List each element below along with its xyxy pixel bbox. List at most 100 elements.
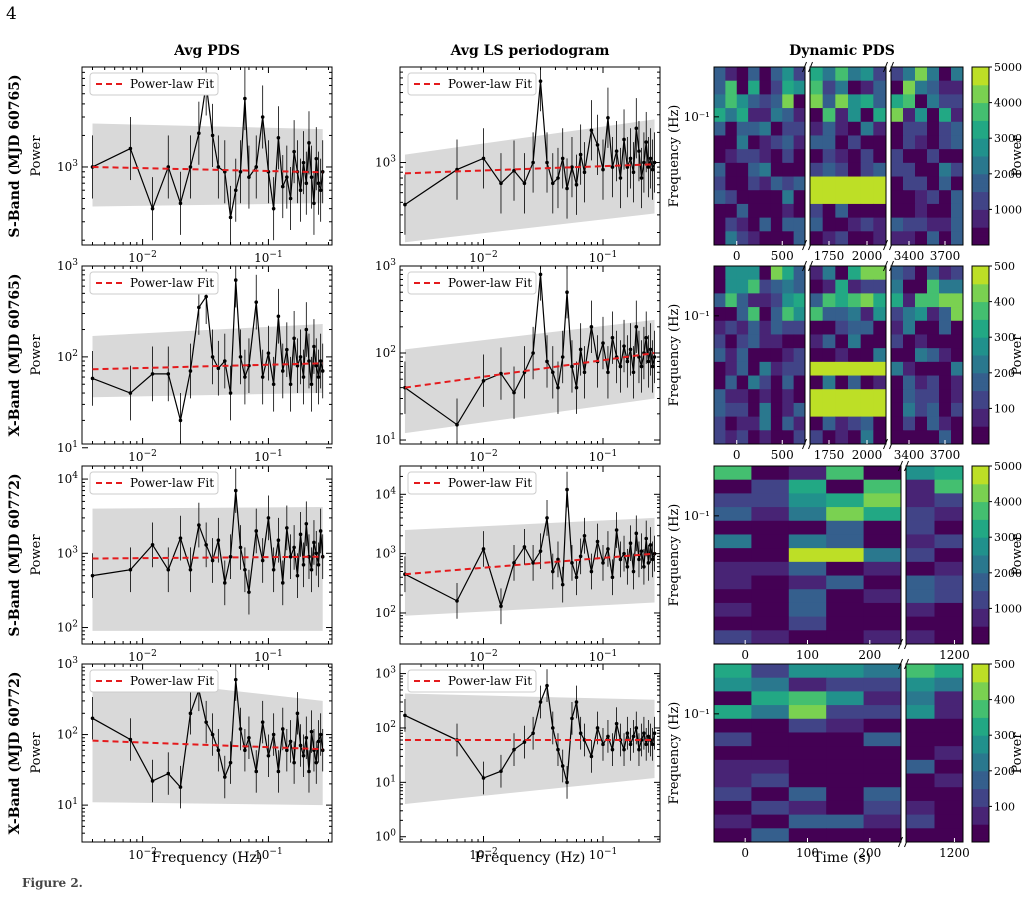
heatmap-cell: [863, 677, 902, 692]
heatmap-cell: [915, 67, 928, 82]
heatmap-cell: [860, 67, 874, 82]
heatmap-cell: [927, 80, 940, 95]
heatmap-cell: [939, 121, 952, 136]
heatmap-cell: [927, 231, 940, 246]
heatmap-cell: [714, 389, 726, 404]
data-point: [276, 314, 281, 319]
colorbar-segment: [972, 191, 989, 197]
heatmap-cell: [714, 279, 726, 294]
heatmap-cell: [891, 67, 904, 82]
data-point: [266, 351, 271, 355]
heatmap-cell: [822, 416, 836, 431]
data-point: [538, 272, 543, 277]
data-point: [128, 567, 133, 572]
heatmap-cell: [759, 149, 772, 164]
heatmap-cell: [951, 348, 964, 363]
data-point: [618, 176, 623, 180]
data-point: [318, 359, 323, 363]
heatmap-cell: [714, 705, 752, 720]
heatmap-cell: [927, 416, 940, 431]
line-panel-2-1: Power-law Fit: [81, 265, 333, 449]
x-tick-label: 10−1: [254, 250, 283, 265]
heatmap-cell: [826, 732, 865, 747]
x-tick-label: 2000: [852, 249, 883, 263]
data-point: [285, 175, 289, 179]
heatmap-cell: [736, 176, 749, 191]
x-tick-label: 500: [771, 448, 794, 462]
heatmap-cell: [826, 630, 865, 645]
colorbar-segment: [972, 690, 989, 696]
colorbar-segment: [972, 828, 989, 834]
heatmap-cell: [927, 402, 940, 418]
axis-break-mark: [883, 239, 888, 251]
heatmap-cell: [906, 602, 935, 618]
heatmap-cell: [835, 135, 849, 150]
colorbar-segment: [972, 89, 989, 95]
heatmap-cell: [848, 293, 862, 308]
heatmap-cell: [793, 402, 806, 418]
heatmap-cell: [714, 307, 726, 322]
data-point: [233, 278, 238, 282]
heatmap-cell: [810, 203, 824, 219]
plot-frame: [81, 663, 333, 843]
heatmap-cell: [835, 279, 849, 294]
heatmap-cell: [822, 135, 836, 150]
colorbar-segment: [972, 169, 989, 175]
dynamic-pds-panel-1: 0 500 1750 2000 3400 3700 10⁻¹ 1000 2000 3000 4000…: [684, 61, 1022, 263]
x-tick-label: 3400: [894, 249, 925, 263]
heatmap-cell: [906, 589, 935, 604]
heatmap-cell: [835, 416, 849, 431]
data-point: [560, 355, 565, 359]
heatmap-cell: [759, 307, 772, 322]
heatmap-cell: [860, 307, 874, 322]
heatmap-cell: [934, 575, 964, 590]
heatmap-cell: [759, 135, 772, 150]
power-law-fit-line: [404, 552, 655, 576]
heatmap-cell: [714, 320, 726, 335]
heatmap-cell: [891, 108, 904, 123]
axis-break-mark: [883, 260, 888, 272]
colorbar-segment: [972, 735, 989, 741]
heatmap-cell: [835, 389, 849, 404]
data-point: [550, 569, 555, 574]
data-point: [178, 201, 183, 206]
heatmap-cell: [927, 176, 940, 191]
heatmap-cell: [915, 217, 928, 232]
heatmap-cell: [759, 389, 772, 404]
colorbar-tick-label: 500: [994, 658, 1015, 671]
colorbar-tick-label: 3000: [994, 132, 1022, 145]
heatmap-cell: [860, 334, 874, 349]
colorbar-segment: [972, 319, 989, 325]
heatmap-cell: [915, 108, 928, 123]
heatmap-cell: [793, 279, 806, 294]
heatmap-cell: [939, 67, 952, 82]
data-point: [271, 567, 276, 572]
colorbar-segment: [972, 568, 989, 574]
colorbar-segment: [972, 381, 989, 387]
colorbar-segment: [972, 306, 989, 311]
row-label-2: X-Band (MJD 60765): [7, 273, 23, 436]
data-point: [531, 731, 535, 736]
heatmap-frame: [809, 66, 887, 246]
data-point: [565, 780, 569, 785]
data-point: [601, 341, 605, 345]
axis-break-mark: [898, 836, 903, 848]
heatmap-cell: [770, 149, 783, 164]
y-tick-label: 103: [57, 545, 78, 560]
data-point: [260, 115, 265, 119]
colorbar-tick-label: 1000: [994, 602, 1022, 615]
colorbar-segment: [972, 677, 989, 683]
data-point: [188, 369, 193, 373]
data-point: [582, 170, 587, 175]
heatmap-cell: [891, 293, 904, 308]
heatmap-cell: [863, 466, 902, 481]
heatmap-cell: [725, 375, 738, 390]
colorbar-tick-label: 100: [994, 800, 1015, 813]
heatmap-cell: [927, 279, 940, 294]
colorbar-segment: [972, 430, 989, 436]
data-point: [538, 700, 543, 704]
x-tick-label: 10−2: [128, 449, 157, 464]
heatmap-cell: [751, 691, 790, 706]
data-point: [628, 742, 633, 747]
heatmap-cell: [782, 149, 795, 164]
